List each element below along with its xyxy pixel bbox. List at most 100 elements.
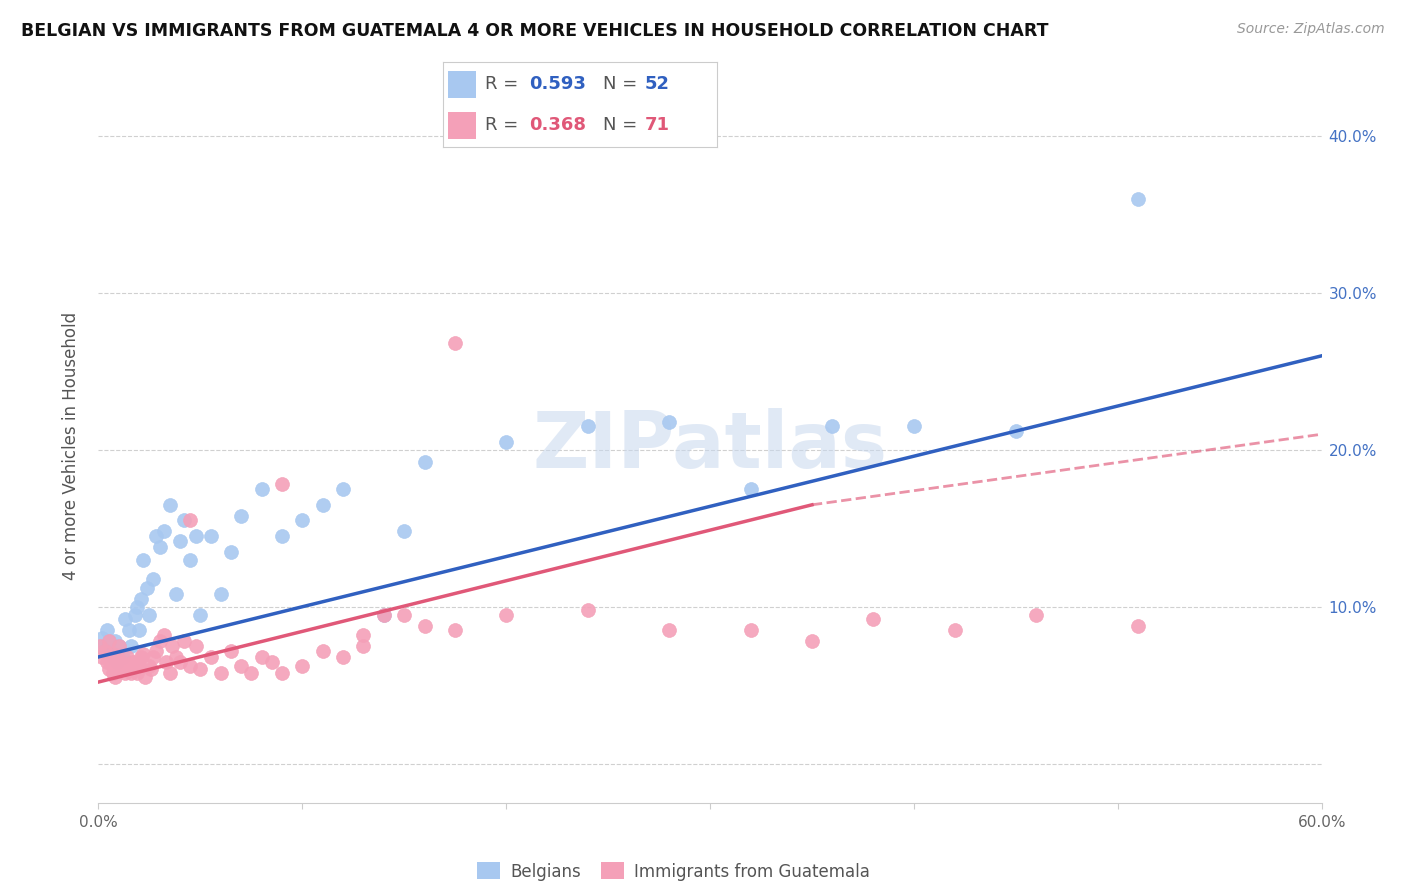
Point	[159, 665, 181, 680]
Point	[152, 628, 174, 642]
Text: 52: 52	[644, 76, 669, 94]
Point	[444, 624, 467, 638]
Point	[413, 618, 436, 632]
Text: 71: 71	[644, 116, 669, 134]
Point	[576, 603, 599, 617]
Point	[97, 634, 120, 648]
Point	[219, 643, 242, 657]
Point	[373, 607, 395, 622]
Point	[270, 665, 294, 680]
Point	[159, 498, 181, 512]
Point	[110, 655, 132, 669]
Text: Source: ZipAtlas.com: Source: ZipAtlas.com	[1237, 22, 1385, 37]
Point	[118, 624, 141, 638]
Point	[903, 419, 925, 434]
Point	[165, 649, 187, 664]
Point	[862, 612, 884, 626]
Point	[240, 665, 263, 680]
Y-axis label: 4 or more Vehicles in Household: 4 or more Vehicles in Household	[62, 312, 80, 580]
Point	[658, 415, 681, 429]
Point	[200, 529, 222, 543]
Point	[91, 631, 114, 645]
Point	[312, 643, 335, 657]
Text: 0.368: 0.368	[529, 116, 586, 134]
Point	[114, 665, 136, 680]
Point	[1128, 618, 1150, 632]
Bar	[449, 71, 475, 98]
Point	[209, 665, 232, 680]
Point	[111, 663, 134, 677]
Point	[101, 647, 124, 661]
Point	[132, 647, 155, 661]
Point	[96, 655, 118, 669]
Point	[169, 533, 191, 548]
Point	[291, 514, 314, 528]
Point	[270, 529, 294, 543]
Point	[231, 508, 253, 523]
Point	[118, 657, 141, 672]
Text: N =: N =	[603, 116, 644, 134]
Point	[108, 639, 131, 653]
Point	[740, 624, 762, 638]
Point	[1025, 607, 1047, 622]
Point	[332, 649, 354, 664]
Point	[165, 587, 187, 601]
Point	[108, 663, 131, 677]
Point	[188, 607, 212, 622]
Point	[111, 649, 134, 664]
Point	[105, 655, 128, 669]
Point	[260, 655, 283, 669]
Point	[495, 435, 517, 450]
Point	[186, 529, 208, 543]
Point	[179, 552, 201, 566]
Point	[188, 663, 212, 677]
Point	[89, 639, 111, 653]
Point	[124, 607, 146, 622]
Point	[173, 514, 195, 528]
Point	[352, 639, 374, 653]
Point	[250, 649, 273, 664]
Point	[413, 455, 436, 469]
Point	[392, 607, 416, 622]
Point	[231, 659, 253, 673]
Point	[658, 624, 681, 638]
Point	[142, 572, 165, 586]
Point	[122, 655, 145, 669]
Point	[179, 659, 201, 673]
Point	[100, 655, 122, 669]
Point	[134, 670, 156, 684]
Point	[740, 482, 762, 496]
Text: R =: R =	[485, 76, 524, 94]
Point	[291, 659, 314, 673]
Point	[352, 628, 374, 642]
Text: R =: R =	[485, 116, 524, 134]
Point	[93, 643, 115, 657]
Point	[132, 552, 155, 566]
Point	[138, 607, 160, 622]
Point	[136, 581, 159, 595]
Point	[209, 587, 232, 601]
Point	[115, 649, 138, 664]
Point	[332, 482, 354, 496]
Point	[250, 482, 273, 496]
Point	[219, 545, 242, 559]
Point	[576, 419, 599, 434]
Point	[128, 657, 150, 672]
Point	[141, 663, 163, 677]
Point	[145, 529, 167, 543]
Point	[127, 665, 149, 680]
Point	[138, 659, 160, 673]
Point	[110, 647, 132, 661]
Point	[373, 607, 395, 622]
Point	[124, 659, 146, 673]
Point	[127, 599, 149, 614]
Point	[169, 655, 191, 669]
Point	[105, 649, 128, 664]
Text: BELGIAN VS IMMIGRANTS FROM GUATEMALA 4 OR MORE VEHICLES IN HOUSEHOLD CORRELATION: BELGIAN VS IMMIGRANTS FROM GUATEMALA 4 O…	[21, 22, 1049, 40]
Point	[129, 591, 152, 606]
Point	[129, 649, 152, 664]
Point	[149, 634, 172, 648]
Text: N =: N =	[603, 76, 644, 94]
Point	[128, 624, 150, 638]
Point	[444, 336, 467, 351]
